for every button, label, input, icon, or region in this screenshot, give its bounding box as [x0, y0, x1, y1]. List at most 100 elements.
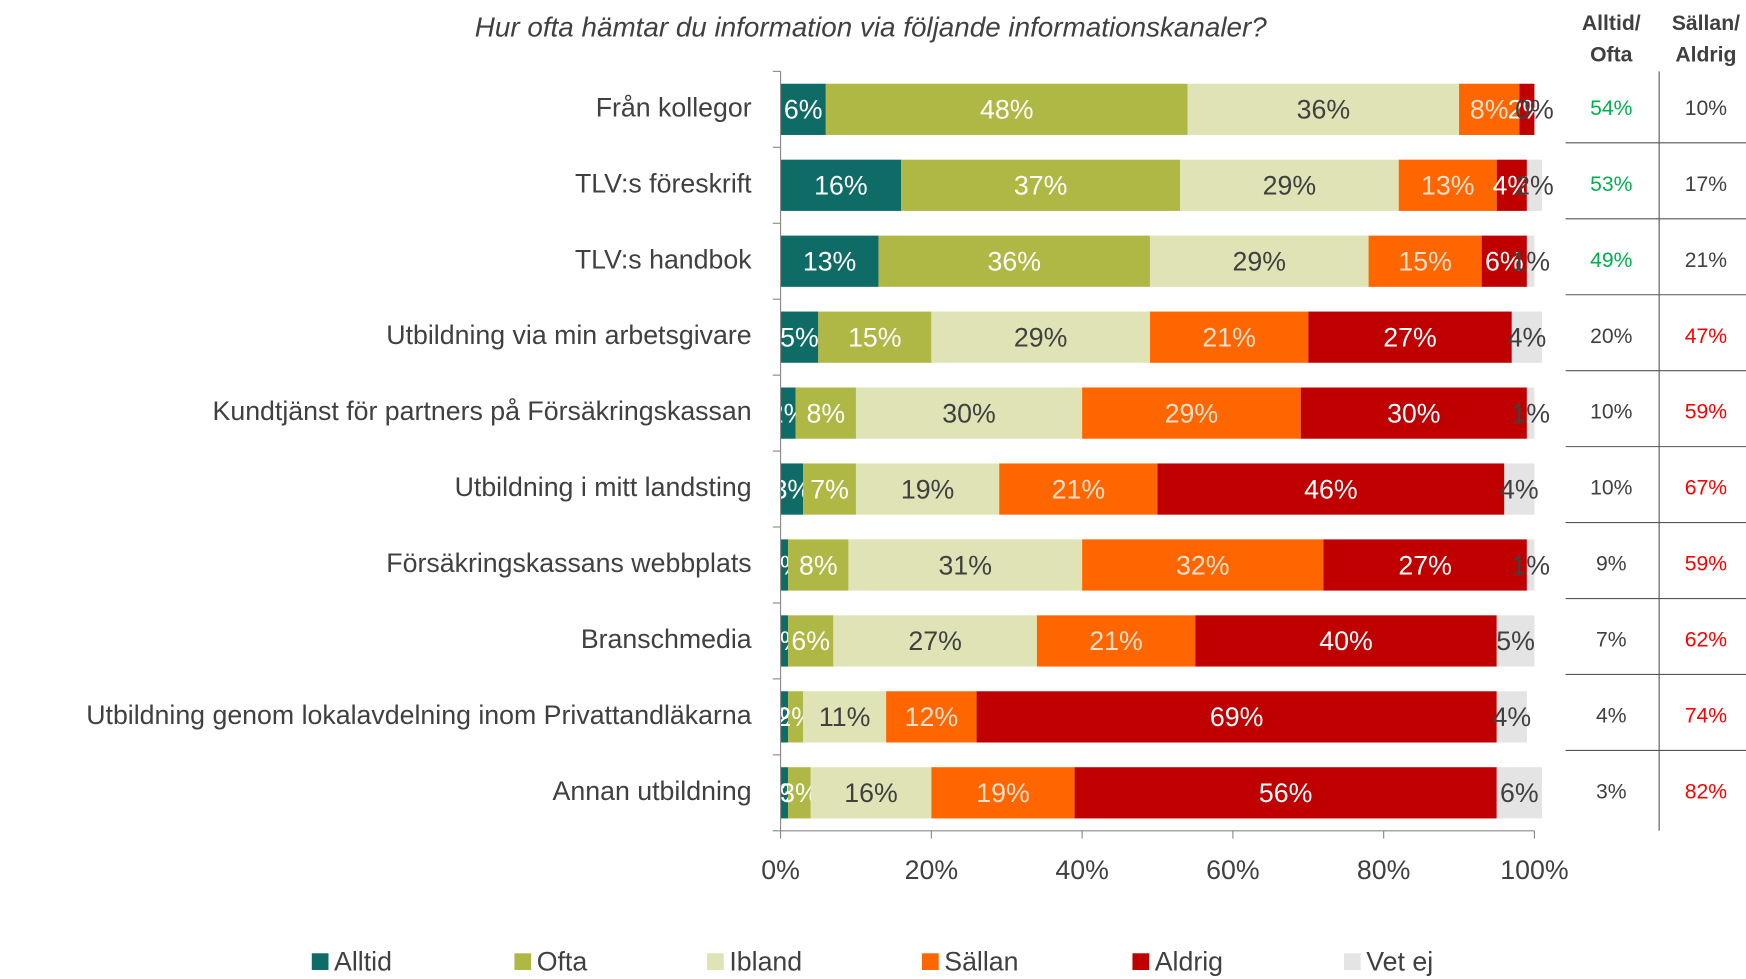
data-label: 15%	[848, 322, 901, 352]
category-label: Utbildning genom lokalavdelning inom Pri…	[86, 700, 752, 730]
bar-segment	[780, 691, 789, 743]
data-label: 21%	[1202, 322, 1255, 352]
data-label: 13%	[1421, 171, 1474, 201]
bar-segment	[1149, 235, 1369, 287]
data-label: 12%	[905, 702, 958, 732]
table-cell: 67%	[1685, 477, 1728, 500]
data-label: 69%	[1210, 702, 1263, 732]
bar-segment	[833, 615, 1037, 667]
table-cell: 7%	[1596, 629, 1627, 652]
table-cell: 74%	[1685, 704, 1728, 727]
bar-segment	[1526, 159, 1542, 211]
legend-label: Vet ej	[1366, 946, 1433, 976]
data-label: 13%	[803, 247, 856, 277]
legend-label: Aldrig	[1155, 946, 1223, 976]
bar-segment	[1526, 539, 1535, 591]
data-label: 29%	[1165, 398, 1218, 428]
data-label: 4%	[1493, 702, 1532, 732]
table-cell: 21%	[1685, 249, 1728, 272]
bar-segment	[788, 615, 834, 667]
data-label: 46%	[1304, 474, 1357, 504]
bar-segment	[878, 235, 1150, 287]
bar-segment	[1195, 615, 1497, 667]
bar-segment	[1496, 691, 1527, 743]
data-label: 5%	[1496, 626, 1535, 656]
table-cell: 62%	[1685, 629, 1728, 652]
table-cell: 53%	[1590, 173, 1633, 196]
table-header: Alltid/	[1582, 12, 1641, 35]
bar-segment	[795, 387, 856, 439]
bar-segment	[855, 387, 1083, 439]
bar-segment	[803, 691, 887, 743]
bar-segment	[1323, 539, 1527, 591]
table-cell: 49%	[1590, 249, 1633, 272]
table-cell: 54%	[1590, 97, 1633, 120]
bar-segment	[780, 615, 789, 667]
data-label: 29%	[1014, 322, 1067, 352]
x-tick-label: 40%	[1055, 855, 1108, 885]
bar-segment	[1082, 539, 1324, 591]
bar-segment	[788, 691, 804, 743]
bar-segment	[1368, 235, 1482, 287]
data-label: 56%	[1259, 778, 1312, 808]
bar-segment	[1511, 311, 1542, 363]
x-tick-label: 0%	[761, 855, 800, 885]
data-label: 2%	[1508, 95, 1547, 125]
category-label: Från kollegor	[596, 92, 752, 122]
category-label: Kundtjänst för partners på Försäkringska…	[213, 396, 752, 426]
bar-segment	[780, 539, 789, 591]
table-cell: 20%	[1590, 325, 1633, 348]
data-label: 31%	[939, 550, 992, 580]
data-label: 29%	[1263, 171, 1316, 201]
bar-segment	[1149, 311, 1309, 363]
legend-swatch	[921, 953, 939, 970]
data-label: 11%	[819, 702, 871, 732]
table-cell: 3%	[1596, 780, 1627, 803]
bar-segment	[931, 311, 1150, 363]
x-tick-label: 100%	[1500, 855, 1568, 885]
bar-segment	[780, 159, 902, 211]
data-label: 29%	[1233, 247, 1286, 277]
table-header: Aldrig	[1675, 43, 1736, 66]
bar-segment	[825, 83, 1188, 135]
category-label: TLV:s handbok	[575, 244, 752, 274]
bar-segment	[780, 235, 879, 287]
legend-swatch	[707, 953, 724, 970]
legend-label: Alltid	[334, 946, 392, 976]
table-cell: 17%	[1685, 173, 1728, 196]
bar-segment	[1496, 767, 1542, 819]
bar-segment	[788, 767, 811, 819]
category-label: Utbildning via min arbetsgivare	[386, 320, 751, 350]
data-label: 27%	[1398, 550, 1451, 580]
data-label: 16%	[814, 171, 867, 201]
bar-segment	[1300, 387, 1527, 439]
data-label: 19%	[976, 778, 1029, 808]
x-tick-label: 60%	[1206, 855, 1259, 885]
table-cell: 9%	[1596, 553, 1627, 576]
bar-segment	[1496, 159, 1527, 211]
data-label: 1%	[1511, 247, 1550, 277]
data-label: 30%	[1387, 398, 1440, 428]
data-label: 8%	[1470, 95, 1509, 125]
legend-swatch	[311, 953, 329, 970]
bar-segment	[780, 463, 804, 515]
bar-segment	[780, 311, 819, 363]
bar-segment	[780, 387, 796, 439]
data-label: 48%	[980, 95, 1033, 125]
bar-segment	[1519, 83, 1535, 135]
table-cell: 10%	[1590, 477, 1633, 500]
category-label: Försäkringskassans webbplats	[386, 548, 751, 578]
chart-title: Hur ofta hämtar du information via följa…	[475, 11, 1267, 42]
data-label: 40%	[1319, 626, 1372, 656]
data-label: 27%	[1383, 322, 1436, 352]
bar-segment	[1504, 463, 1535, 515]
bar-segment	[901, 159, 1181, 211]
data-label: 21%	[1052, 474, 1105, 504]
table-cell: 82%	[1685, 780, 1728, 803]
x-tick-label: 20%	[905, 855, 958, 885]
table-cell: 10%	[1685, 97, 1728, 120]
data-label: 8%	[799, 550, 838, 580]
bar-segment	[1036, 615, 1196, 667]
data-label: 30%	[942, 398, 995, 428]
table-cell: 4%	[1596, 704, 1627, 727]
